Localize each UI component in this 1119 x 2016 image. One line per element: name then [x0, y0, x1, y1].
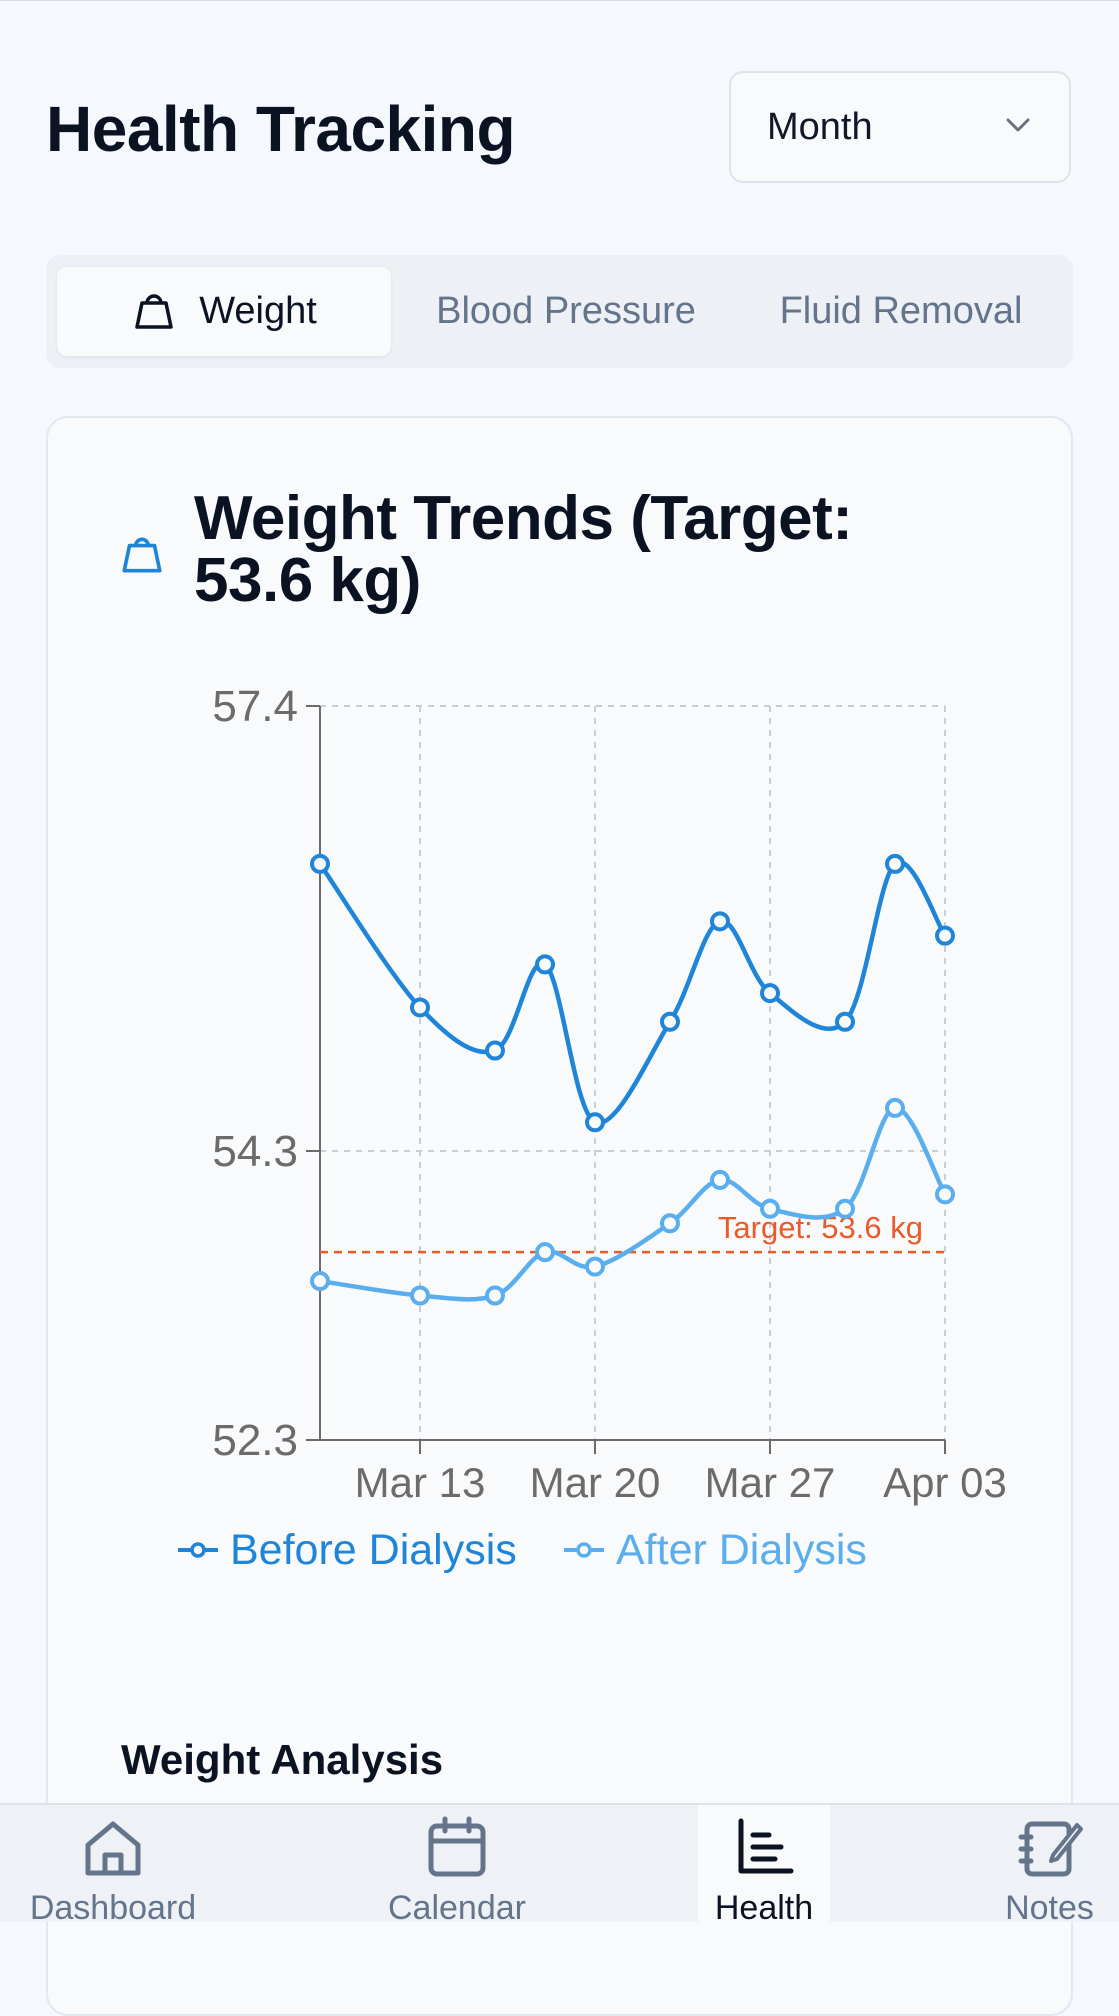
- tab-blood-pressure[interactable]: Blood Pressure: [396, 267, 736, 356]
- data-point: [935, 1184, 955, 1205]
- data-point: [710, 911, 730, 932]
- data-point: [585, 1256, 605, 1277]
- tab-blood-pressure-label: Blood Pressure: [436, 290, 696, 332]
- chevron-down-icon: [1003, 110, 1033, 145]
- x-tick-label: Mar 13: [355, 1459, 486, 1506]
- time-range-select[interactable]: Month: [729, 71, 1071, 183]
- tab-weight[interactable]: Weight: [57, 267, 391, 356]
- series-line: [318, 859, 947, 1126]
- data-point: [485, 1285, 505, 1306]
- data-point: [660, 1011, 680, 1032]
- data-point: [885, 853, 905, 874]
- page-title: Health Tracking: [46, 93, 516, 165]
- data-point: [835, 1198, 855, 1219]
- x-tick-label: Mar 20: [530, 1459, 661, 1506]
- bottom-nav: Dashboard Calendar Health Notes: [0, 1803, 1119, 1927]
- nav-dashboard[interactable]: Dashboard: [0, 1805, 226, 1927]
- weight-analysis-title: Weight Analysis: [121, 1736, 444, 1783]
- x-tick-label: Apr 03: [883, 1459, 1007, 1506]
- weight-icon: [118, 531, 166, 584]
- data-point: [585, 1112, 605, 1133]
- data-point: [310, 1271, 330, 1292]
- nav-health-label: Health: [714, 1889, 814, 1927]
- data-point: [410, 1285, 430, 1306]
- data-point: [535, 954, 555, 975]
- data-point: [485, 1040, 505, 1061]
- calendar-icon: [424, 1815, 490, 1881]
- home-icon: [80, 1815, 146, 1881]
- data-point: [760, 983, 780, 1004]
- card-title: Weight Trends (Target: 53.6 kg): [194, 484, 853, 615]
- weight-trends-card: Weight Trends (Target: 53.6 kg) 52.3 54.3…: [46, 416, 1073, 2016]
- legend-label: After Dialysis: [616, 1526, 867, 1574]
- nav-calendar-label: Calendar: [388, 1889, 526, 1927]
- y-tick-label: 52.3: [212, 1416, 298, 1465]
- legend-marker: [576, 1542, 592, 1558]
- weight-icon: [131, 289, 177, 335]
- data-point: [885, 1097, 905, 1118]
- tab-fluid-removal[interactable]: Fluid Removal: [736, 267, 1066, 356]
- data-point: [660, 1213, 680, 1234]
- data-point: [835, 1011, 855, 1032]
- time-range-value: Month: [767, 105, 873, 148]
- nav-calendar[interactable]: Calendar: [355, 1805, 559, 1927]
- y-tick-label: 54.3: [212, 1127, 298, 1176]
- notes-icon: [1017, 1815, 1083, 1881]
- nav-notes-label: Notes: [1005, 1889, 1094, 1927]
- legend-label: Before Dialysis: [230, 1526, 517, 1574]
- tab-fluid-removal-label: Fluid Removal: [779, 290, 1023, 332]
- nav-dashboard-label: Dashboard: [29, 1889, 197, 1927]
- bar-chart-icon: [731, 1815, 797, 1881]
- page-header: Health Tracking: [46, 92, 516, 166]
- data-point: [310, 853, 330, 874]
- data-point: [710, 1169, 730, 1190]
- data-point: [410, 997, 430, 1018]
- metric-tabs: Weight Blood Pressure Fluid Removal: [46, 255, 1073, 368]
- data-point: [535, 1242, 555, 1263]
- nav-notes[interactable]: Notes: [980, 1805, 1119, 1927]
- top-divider: [0, 0, 1119, 1]
- tab-weight-label: Weight: [199, 290, 317, 332]
- data-point: [935, 925, 955, 946]
- data-point: [760, 1198, 780, 1219]
- x-tick-label: Mar 27: [705, 1459, 836, 1506]
- legend-marker: [190, 1542, 206, 1558]
- y-tick-label: 57.4: [212, 682, 298, 731]
- nav-health[interactable]: Health: [698, 1805, 830, 1927]
